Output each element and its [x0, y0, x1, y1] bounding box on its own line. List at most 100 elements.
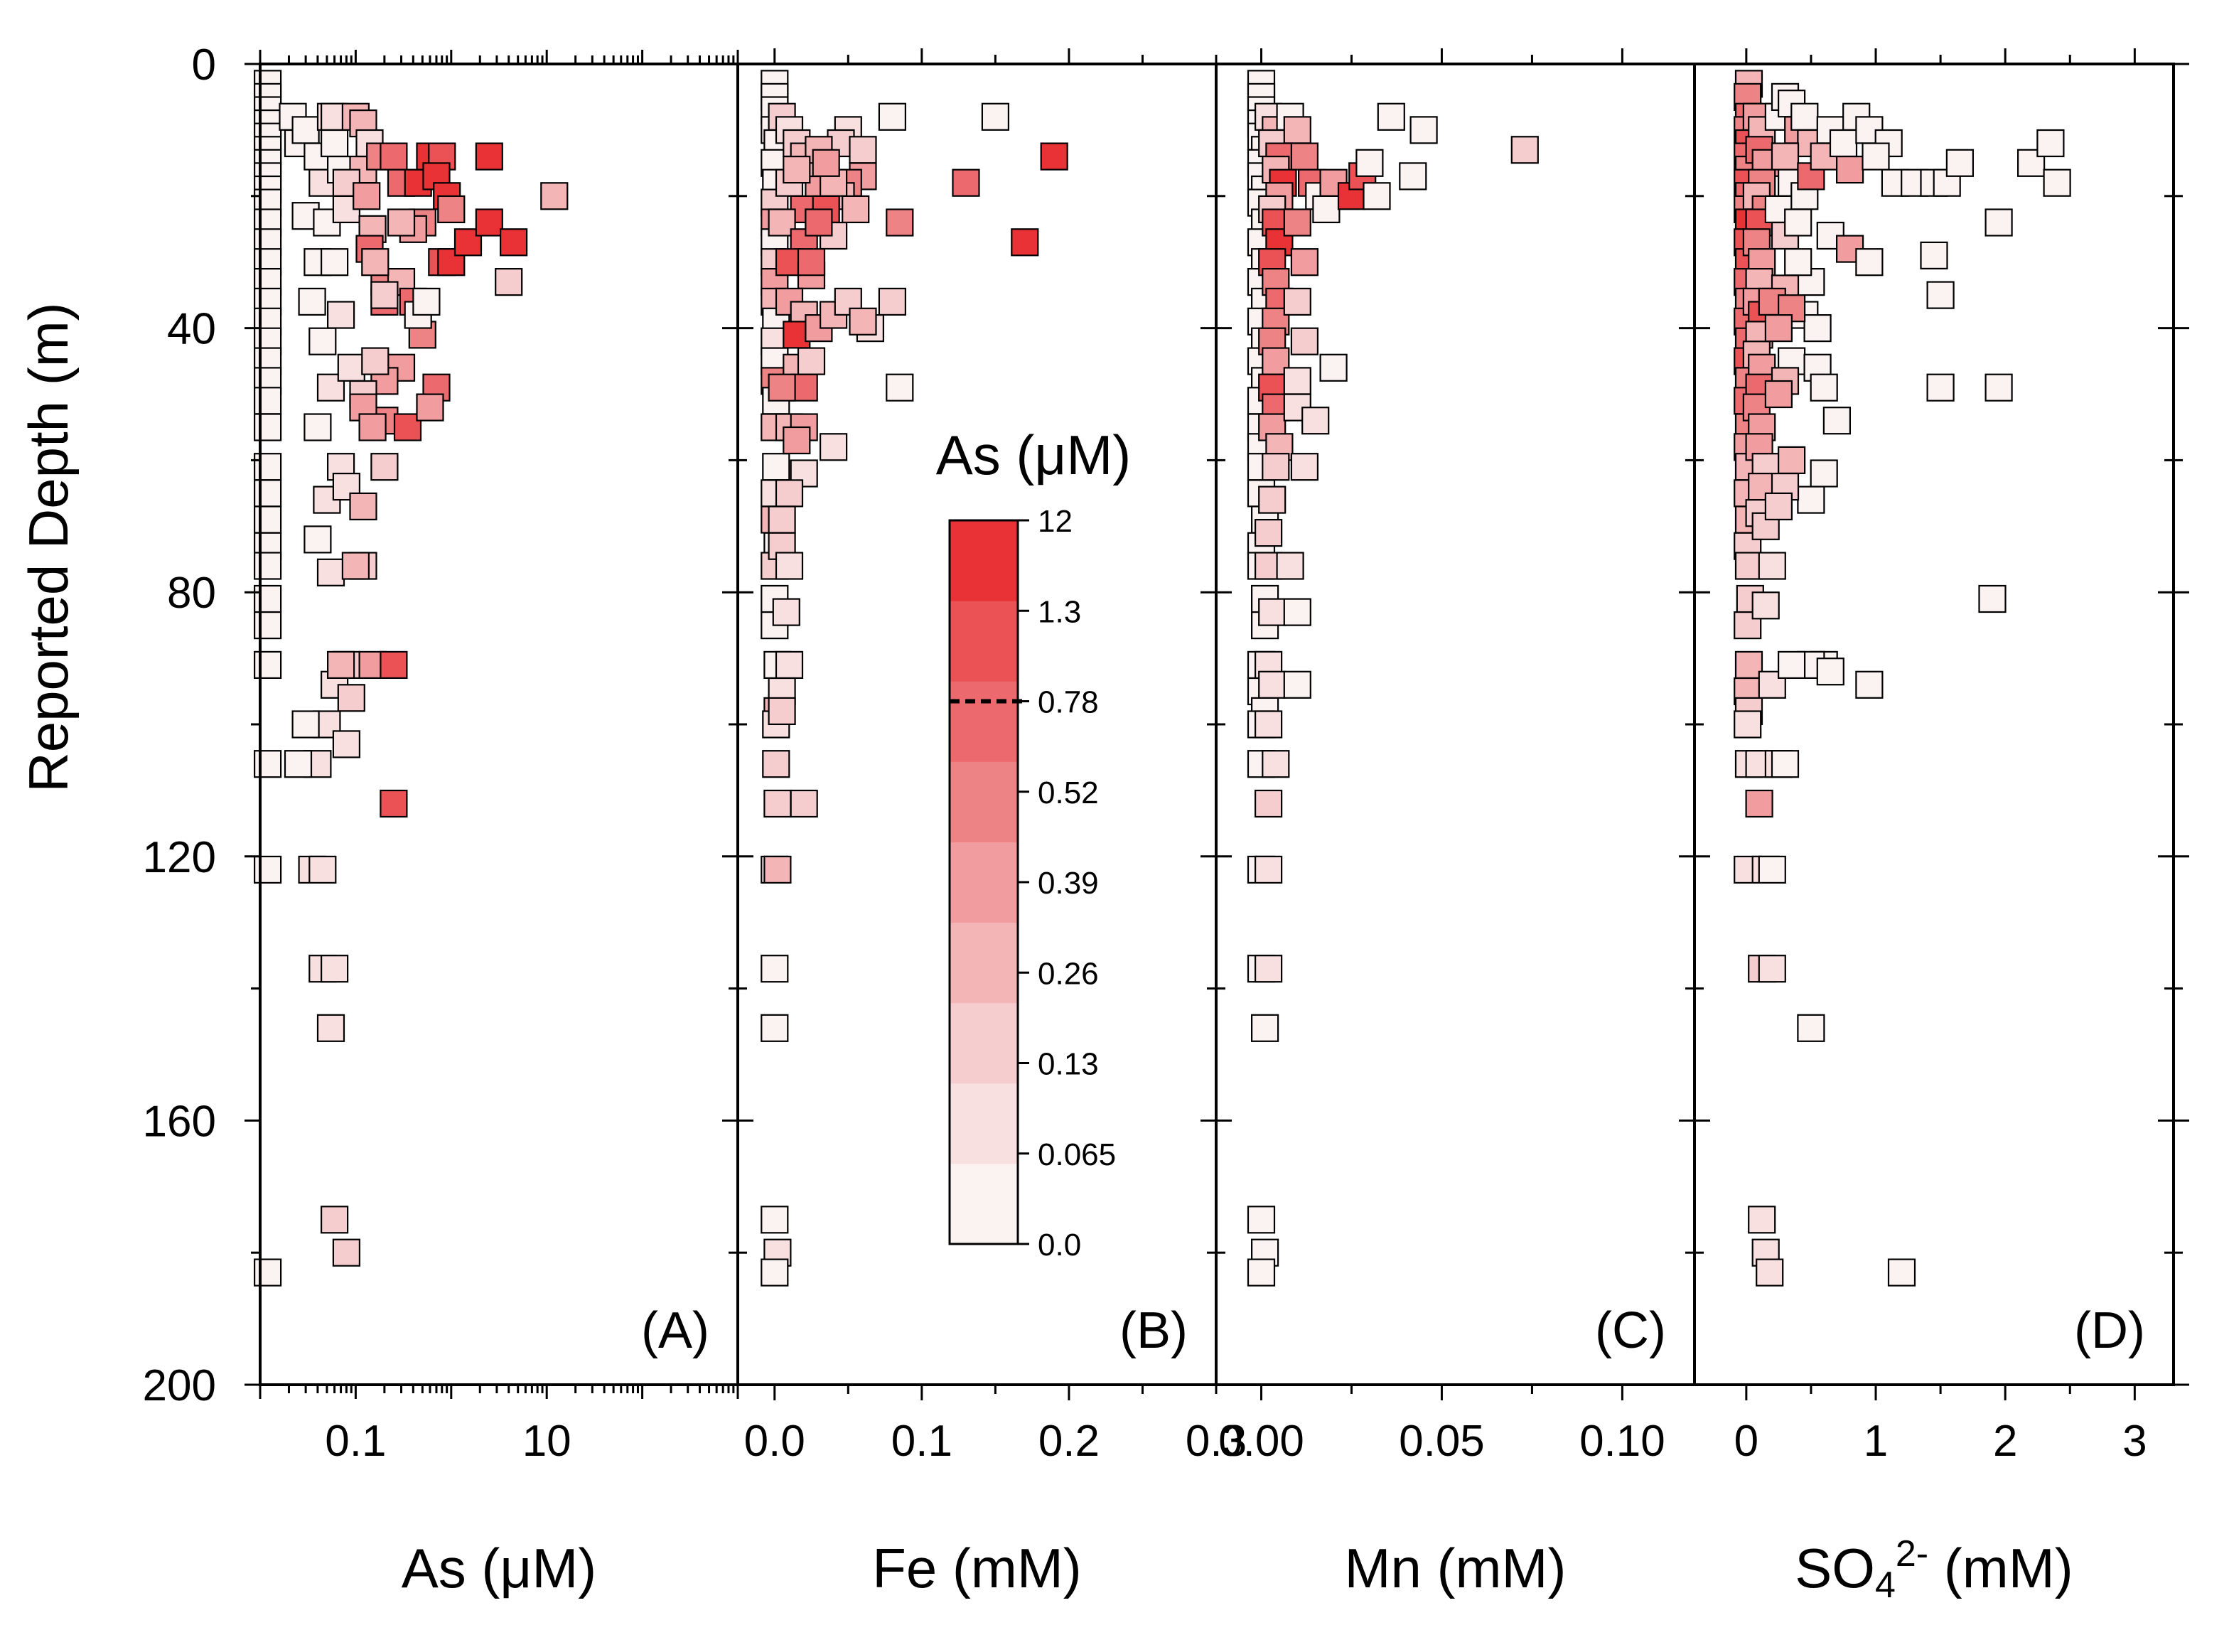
data-point: [1283, 670, 1311, 699]
data-point: [1945, 149, 1974, 177]
colorbar-tick-label: 0.78: [1038, 685, 1099, 720]
colorbar-tick-label: 0.0: [1038, 1228, 1081, 1262]
data-point: [762, 750, 790, 778]
data-point: [783, 156, 811, 184]
data-point: [1254, 518, 1283, 547]
data-point: [1283, 598, 1311, 626]
data-point: [380, 142, 408, 171]
data-point: [437, 195, 466, 223]
x-tick-label: 0.3: [1186, 1417, 1247, 1466]
data-point: [1258, 598, 1287, 626]
data-point: [797, 248, 826, 277]
data-point: [1822, 407, 1851, 435]
panel-4: 0 1 2 3 SO42- (mM) (D): [1693, 48, 2189, 1606]
data-point: [341, 552, 370, 580]
data-point: [1803, 314, 1832, 343]
data-point: [1363, 182, 1391, 210]
data-point: [1751, 591, 1780, 620]
data-point: [1399, 162, 1427, 191]
colorbar-band: [950, 1002, 1018, 1084]
data-point: [361, 347, 390, 375]
data-point: [291, 116, 320, 144]
data-point: [1290, 327, 1319, 355]
data-point: [349, 492, 377, 521]
panel-3-x-ticks: 0.00 0.05 0.10: [1218, 48, 1665, 1466]
data-point: [1771, 142, 1800, 171]
x-tick-label: 0.1: [891, 1417, 952, 1466]
data-point: [761, 955, 789, 983]
data-point: [254, 387, 282, 415]
data-point: [380, 650, 408, 680]
panel-1-x-title: As (μM): [402, 1537, 597, 1599]
data-point: [254, 750, 282, 778]
data-point: [499, 228, 528, 257]
data-point: [783, 426, 811, 455]
data-point: [1887, 1258, 1916, 1287]
data-point: [1926, 373, 1955, 402]
colorbar-tick-label: 0.065: [1038, 1137, 1116, 1172]
data-point: [1734, 650, 1763, 680]
data-point: [308, 327, 337, 355]
x-tick-label: 0.0: [744, 1417, 805, 1466]
data-point: [1778, 446, 1806, 475]
data-point: [981, 102, 1010, 131]
panel-3: 0.00 0.05 0.10 Mn (mM) (C): [1215, 48, 1710, 1599]
data-point: [761, 1014, 789, 1042]
panel-3-label: (C): [1595, 1302, 1666, 1359]
data-point: [1250, 1014, 1279, 1042]
data-point: [1810, 373, 1838, 402]
y-tick-label: 0: [192, 41, 216, 90]
data-point: [254, 584, 282, 613]
data-point: [412, 287, 441, 316]
data-point: [284, 750, 313, 778]
data-point: [254, 611, 282, 640]
data-point: [254, 505, 282, 534]
data-point: [1790, 102, 1819, 131]
data-point: [332, 730, 360, 758]
panel-4-label: (D): [2074, 1302, 2145, 1359]
data-point: [254, 453, 282, 481]
colorbar-tick-label: 0.39: [1038, 866, 1099, 901]
panel-1-y-ticks: [722, 63, 753, 1386]
data-point: [1258, 670, 1287, 699]
data-point: [1276, 552, 1304, 580]
colorbar-band: [950, 681, 1018, 762]
panel-1-x-ticks: 0.1 10: [259, 50, 739, 1466]
panel-1-label: (A): [641, 1302, 709, 1359]
data-point: [2036, 129, 2065, 158]
panel-2-x-title: Fe (mM): [872, 1537, 1082, 1599]
y-tick-label: 40: [167, 305, 216, 354]
data-point: [763, 855, 792, 884]
data-point: [1784, 248, 1812, 277]
data-point: [775, 552, 804, 580]
colorbar-band: [950, 761, 1018, 842]
data-point: [1290, 453, 1319, 481]
colorbar-tick-label: 12: [1038, 504, 1073, 539]
data-point: [762, 453, 790, 481]
panel-3-frame: [1215, 63, 1696, 1386]
data-point: [1984, 208, 2013, 237]
data-point: [1855, 248, 1884, 277]
data-point: [327, 650, 355, 680]
data-point: [1262, 750, 1290, 778]
data-point: [1312, 195, 1341, 223]
data-point: [316, 1014, 345, 1042]
data-point: [370, 453, 399, 481]
data-point: [254, 413, 282, 441]
data-point: [1862, 142, 1890, 171]
data-point: [1319, 353, 1348, 382]
panel-2: 0.0 0.1 0.2 0.3 Fe (mM) (B): [736, 48, 1247, 1599]
panel-3-points: [1247, 70, 1539, 1287]
panel-2-x-ticks: 0.0 0.1 0.2 0.3: [744, 48, 1247, 1466]
data-point: [768, 697, 796, 726]
data-point: [475, 142, 503, 171]
data-point: [321, 248, 349, 277]
data-point: [1254, 710, 1283, 739]
data-point: [878, 102, 907, 131]
data-point: [1855, 670, 1884, 699]
panel-1-points: [254, 70, 569, 1287]
data-point: [1771, 750, 1800, 778]
data-point: [1040, 142, 1068, 171]
